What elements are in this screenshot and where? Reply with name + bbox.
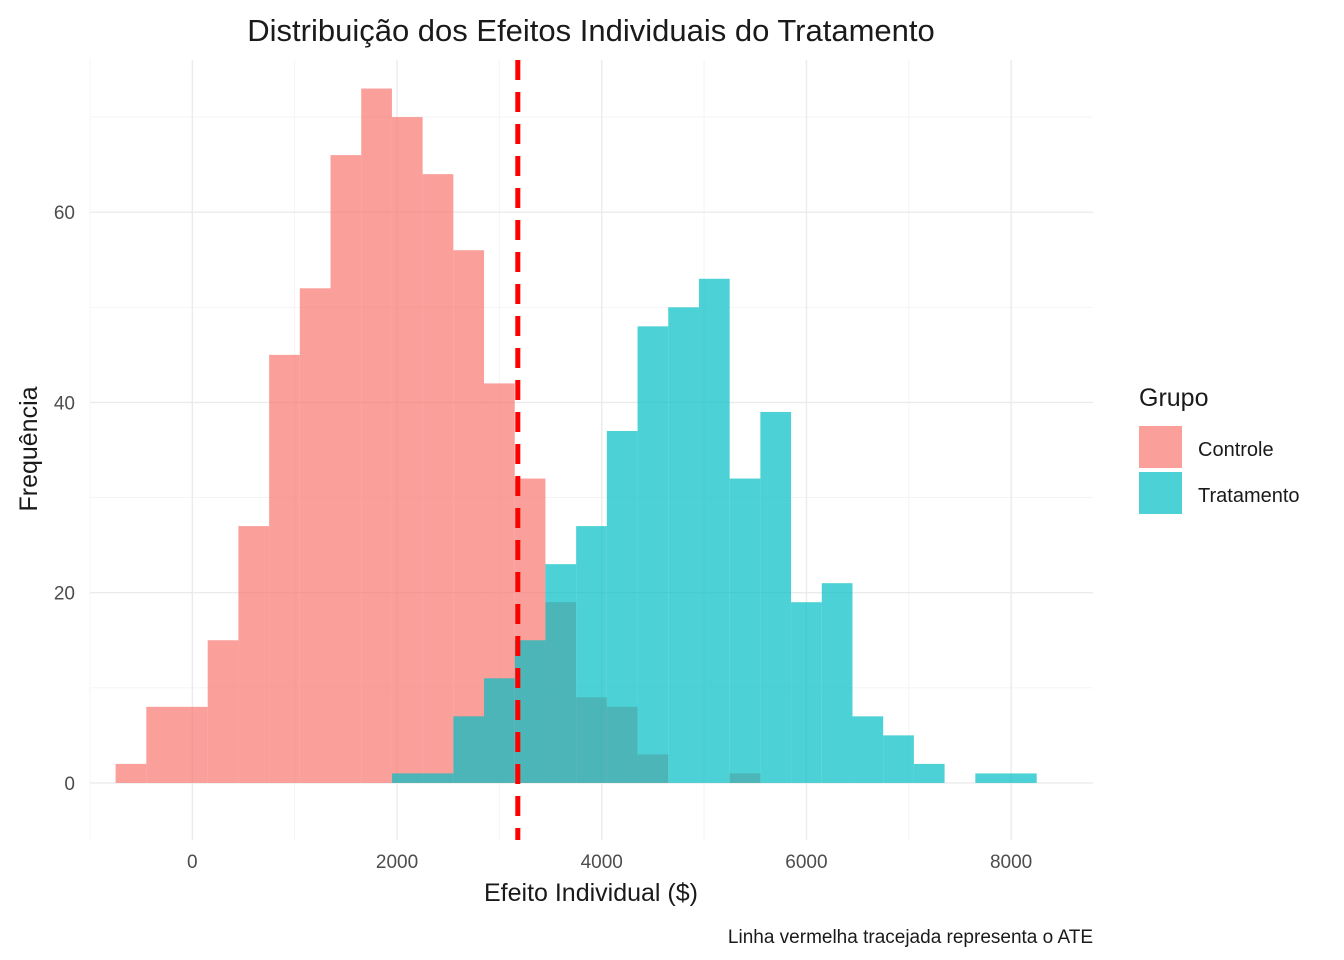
bar-tratamento xyxy=(821,583,853,783)
chart-title: Distribuição dos Efeitos Individuais do … xyxy=(247,13,935,48)
bar-tratamento xyxy=(760,411,792,783)
bar-tratamento xyxy=(576,526,607,783)
bar-tratamento xyxy=(1006,773,1037,783)
bar-controle xyxy=(453,250,485,783)
y-tick-label: 20 xyxy=(54,584,75,605)
bar-controle xyxy=(207,640,239,783)
axis-ticks: 0 2000 4000 6000 8000 0 20 40 60 xyxy=(54,203,1032,873)
y-tick-label: 60 xyxy=(54,203,75,224)
bar-tratamento xyxy=(391,773,423,783)
legend-label-tratamento: Tratamento xyxy=(1198,485,1300,507)
x-tick-label: 0 xyxy=(187,852,198,873)
x-tick-label: 2000 xyxy=(376,852,418,873)
legend-title: Grupo xyxy=(1139,384,1208,412)
bar-controle xyxy=(115,763,147,783)
bar-tratamento xyxy=(422,773,454,783)
bar-tratamento xyxy=(453,716,485,783)
bar-controle xyxy=(391,117,423,783)
bar-controle xyxy=(146,706,177,783)
x-axis-title: Efeito Individual ($) xyxy=(484,879,698,907)
bar-controle xyxy=(269,354,300,783)
bar-tratamento xyxy=(791,602,822,783)
y-axis-title: Frequência xyxy=(15,386,43,511)
x-tick-label: 8000 xyxy=(990,852,1032,873)
chart-caption: Linha vermelha tracejada representa o AT… xyxy=(728,927,1093,948)
x-tick-label: 4000 xyxy=(581,852,623,873)
legend-key-tratamento xyxy=(1139,472,1182,514)
y-tick-label: 0 xyxy=(64,774,75,795)
legend-label-controle: Controle xyxy=(1198,439,1274,461)
legend: Grupo Controle Tratamento xyxy=(1139,384,1300,514)
bar-tratamento xyxy=(729,478,761,783)
bar-tratamento xyxy=(484,678,515,783)
bar-controle xyxy=(330,155,362,783)
bar-tratamento xyxy=(698,278,730,783)
bar-tratamento xyxy=(883,735,914,783)
x-tick-label: 6000 xyxy=(785,852,827,873)
y-tick-label: 40 xyxy=(54,393,75,414)
bar-tratamento xyxy=(606,430,638,783)
bar-controle xyxy=(361,88,392,783)
bar-controle xyxy=(238,526,270,783)
bar-tratamento xyxy=(637,326,669,783)
bar-tratamento xyxy=(668,307,699,783)
bar-tratamento xyxy=(975,773,1007,783)
bar-controle xyxy=(299,288,331,783)
bar-controle xyxy=(176,706,208,783)
bar-controle xyxy=(422,174,454,783)
bar-tratamento xyxy=(852,716,884,783)
bar-tratamento xyxy=(545,564,577,783)
legend-key-controle xyxy=(1139,426,1182,468)
bar-tratamento xyxy=(913,763,945,783)
histogram-bars xyxy=(115,88,1037,783)
